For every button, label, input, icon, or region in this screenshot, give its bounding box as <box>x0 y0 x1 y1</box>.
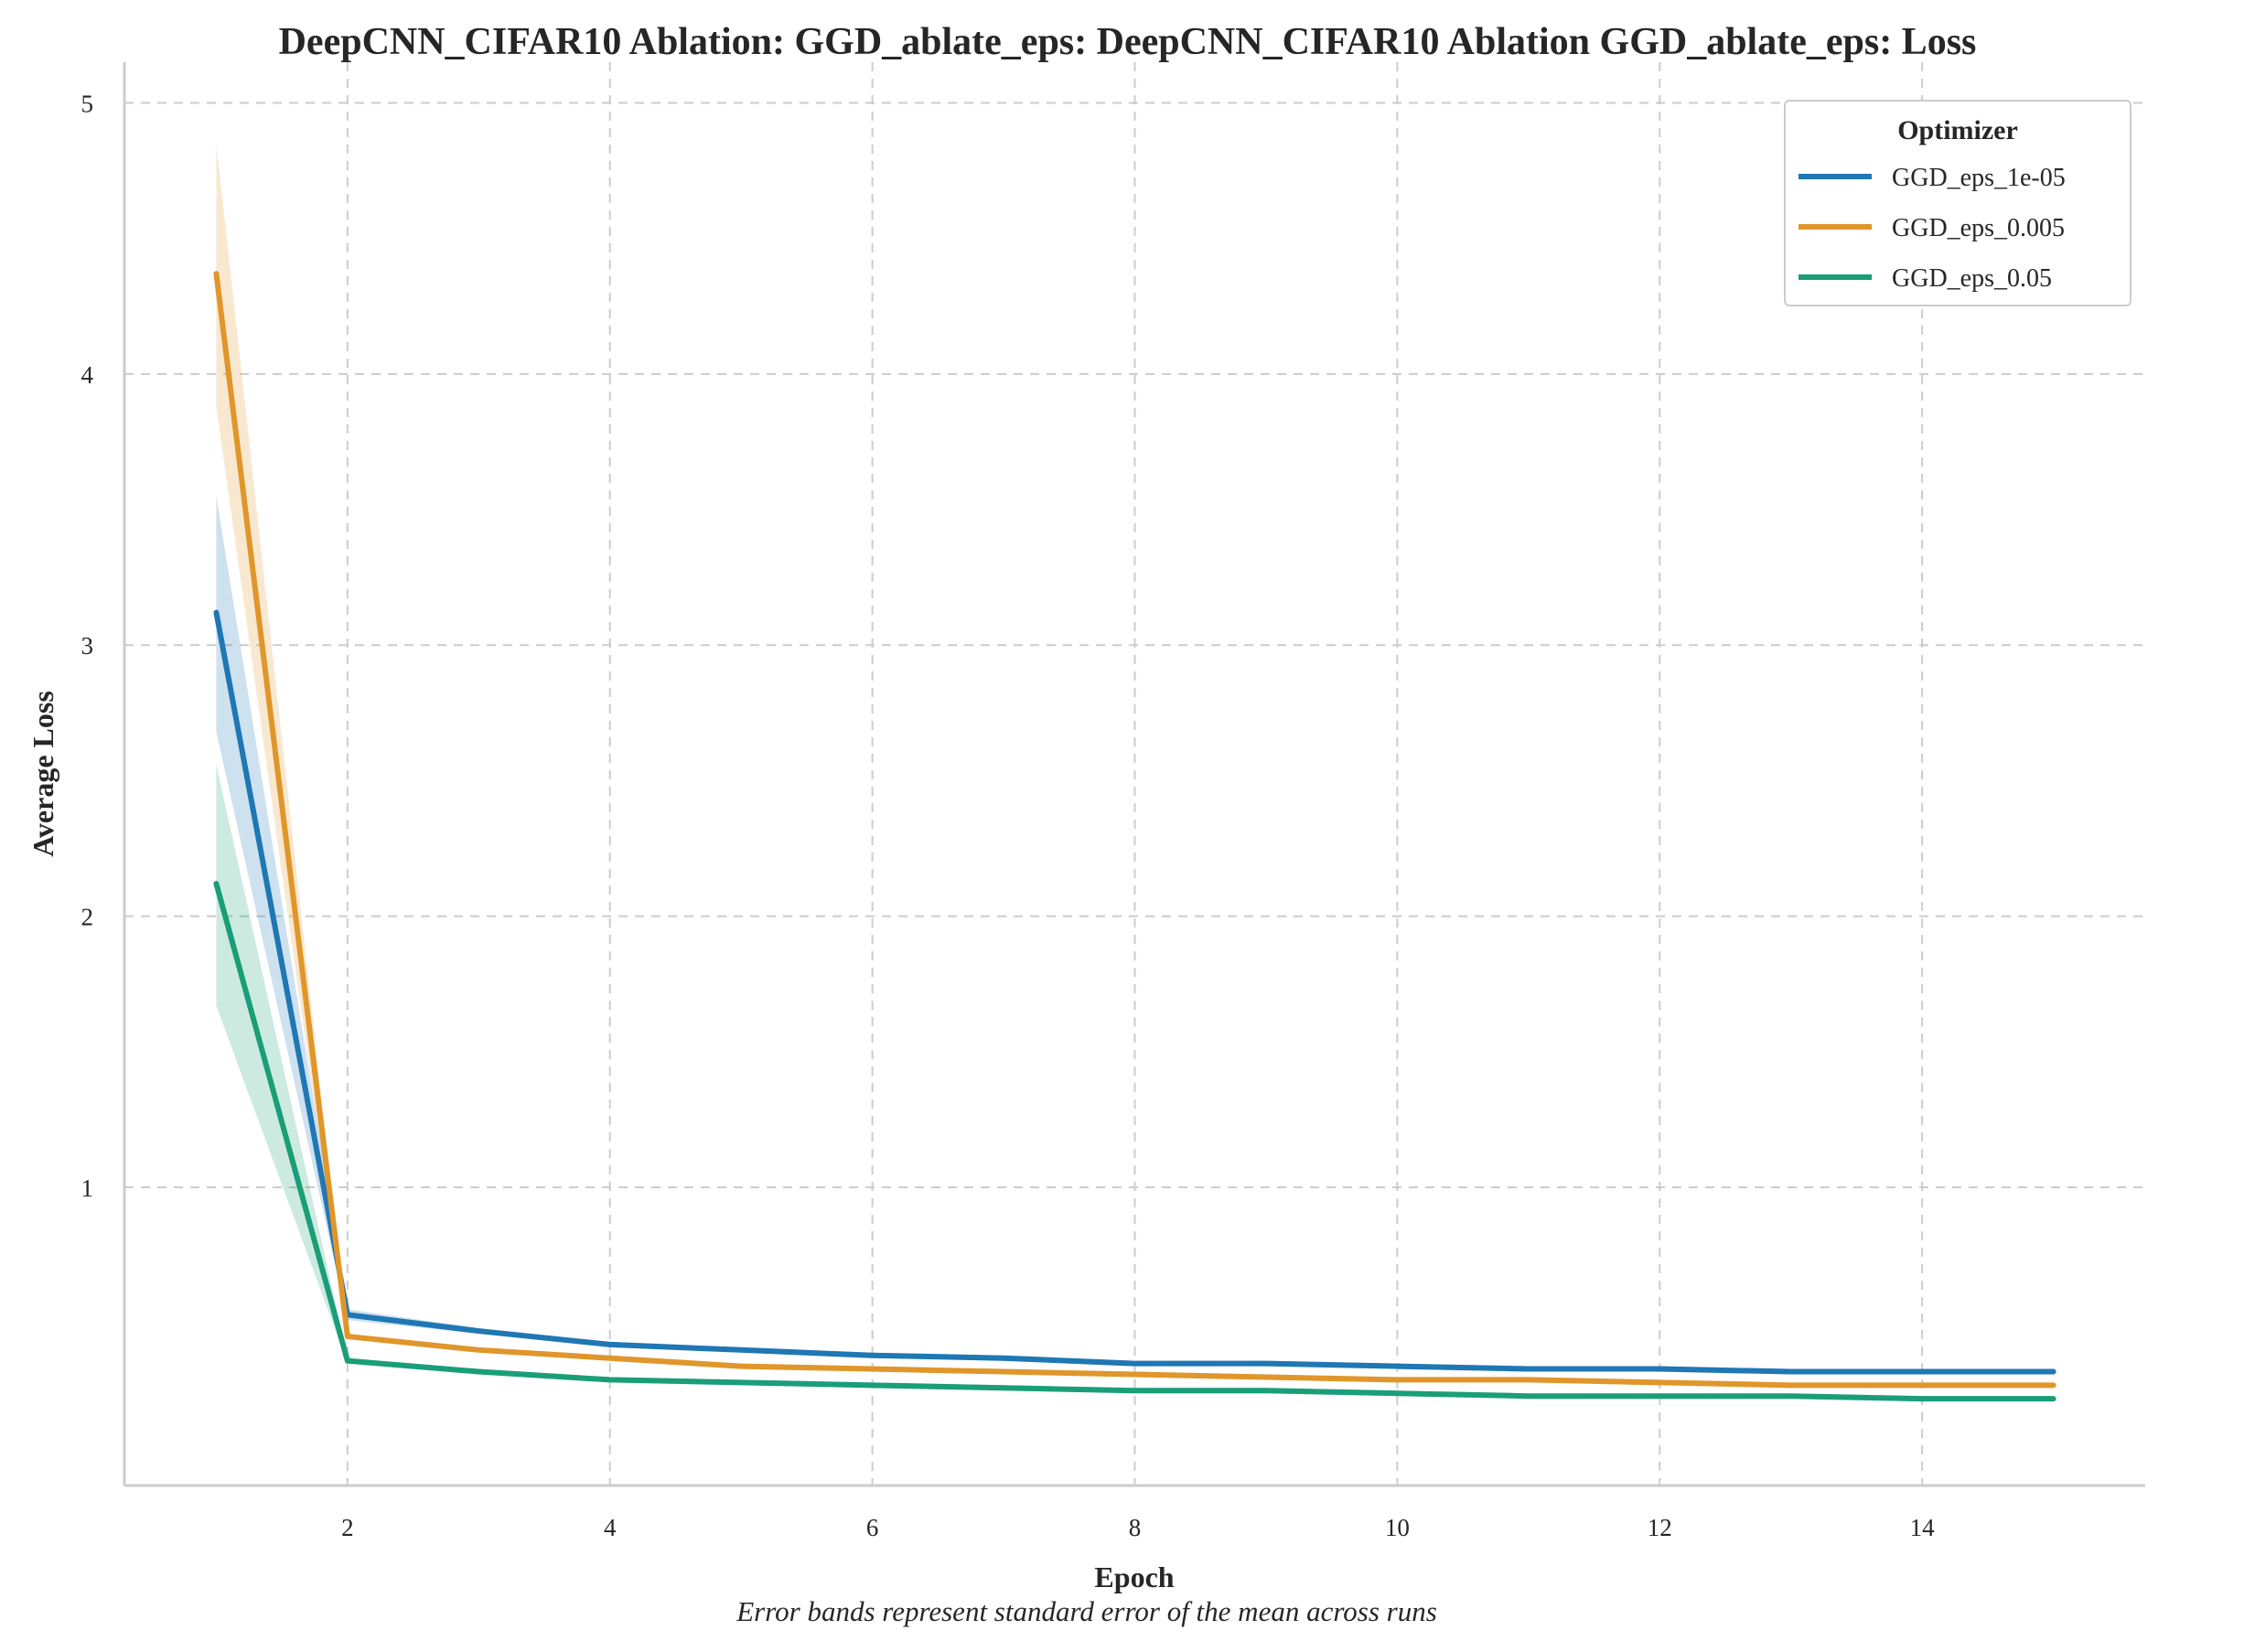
y-tick-label: 5 <box>81 90 94 117</box>
x-tick-label: 4 <box>604 1514 617 1541</box>
y-tick-label: 2 <box>81 904 94 931</box>
y-tick-label: 1 <box>81 1175 94 1202</box>
chart-title: DeepCNN_CIFAR10 Ablation: GGD_ablate_eps… <box>278 21 1977 63</box>
series-line-1 <box>213 271 2056 1389</box>
y-tick-label: 3 <box>81 632 94 660</box>
x-tick-labels: 2 4 6 8 10 12 14 <box>341 1514 1935 1541</box>
series-line-2 <box>213 881 2056 1402</box>
x-tick-label: 14 <box>1910 1514 1936 1541</box>
legend-label-2: GGD_eps_0.05 <box>1892 264 2052 293</box>
x-tick-label: 6 <box>866 1514 879 1541</box>
axes <box>123 62 2145 1487</box>
legend-label-1: GGD_eps_0.005 <box>1892 214 2065 242</box>
y-tick-labels: 1 2 3 4 5 <box>81 90 94 1202</box>
legend-label-0: GGD_eps_1e-05 <box>1892 164 2066 192</box>
series-line-0 <box>213 609 2056 1375</box>
y-tick-label: 4 <box>81 361 94 389</box>
chart-caption: Error bands represent standard error of … <box>736 1595 1437 1627</box>
legend: Optimizer GGD_eps_1e-05GGD_eps_0.005GGD_… <box>1784 100 2132 306</box>
x-axis-label: Epoch <box>1094 1561 1174 1593</box>
legend-box <box>1784 100 2132 306</box>
x-tick-label: 2 <box>341 1514 354 1541</box>
x-tick-label: 10 <box>1385 1514 1410 1541</box>
legend-title: Optimizer <box>1897 115 2018 145</box>
legend-items: GGD_eps_1e-05 GGD_eps_0.005 GGD_eps_0.05 <box>1799 164 2066 293</box>
y-axis-label: Average Loss <box>27 691 59 857</box>
series-lines <box>213 271 2056 1402</box>
x-tick-label: 12 <box>1648 1514 1672 1541</box>
grid-lines <box>124 62 2145 1486</box>
x-tick-label: 8 <box>1129 1514 1142 1541</box>
